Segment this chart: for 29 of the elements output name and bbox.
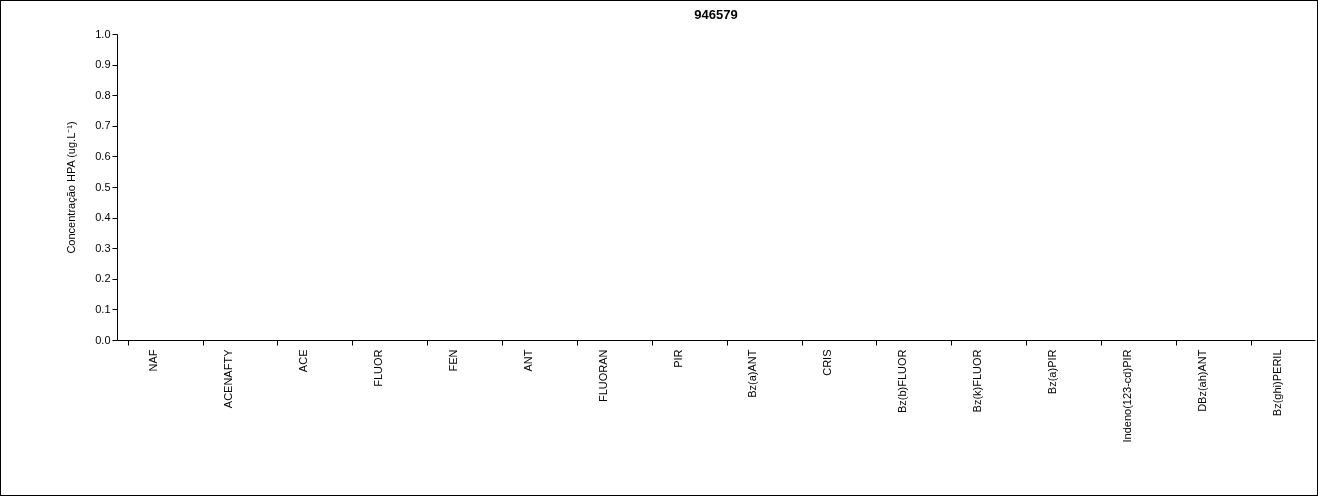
- x-tick-label: ACE: [297, 349, 310, 373]
- x-tick-label: FLUORAN: [596, 349, 609, 403]
- x-tick-label: ACENAFTY: [222, 348, 235, 409]
- y-tick-label: 0.7: [95, 119, 111, 132]
- y-tick-label: 1.0: [95, 27, 111, 40]
- y-tick-label: 0.1: [95, 302, 111, 315]
- x-tick-label: Bz(ghi)PERIL: [1270, 349, 1283, 417]
- y-tick-label: 0.3: [95, 241, 111, 254]
- x-tick-label: FLUOR: [372, 349, 385, 387]
- x-tick-label: CRIS: [821, 349, 834, 376]
- y-tick-label: 0.4: [95, 211, 111, 224]
- x-tick-label: PIR: [671, 349, 684, 368]
- x-tick-label: DBz(ah)ANT: [1195, 349, 1208, 412]
- y-tick-label: 0.6: [95, 149, 111, 162]
- x-tick-label: Indeno(123-cd)PIR: [1120, 349, 1133, 443]
- y-axis-title: Concentração HPA (ug.L⁻¹): [65, 121, 78, 254]
- y-tick-label: 0.0: [95, 333, 111, 346]
- chart-title: 946579: [694, 7, 738, 22]
- x-tick-label: FEN: [446, 349, 459, 372]
- x-tick-label: Bz(b)FLUOR: [896, 349, 909, 414]
- y-tick-label: 0.2: [95, 272, 111, 285]
- y-tick-label: 0.5: [95, 180, 111, 193]
- y-tick-label: 0.8: [95, 88, 111, 101]
- x-tick-label: Bz(a)PIR: [1045, 349, 1058, 395]
- x-tick-label: NAF: [147, 349, 160, 372]
- x-tick-label: ANT: [521, 349, 534, 372]
- x-tick-label: Bz(k)FLUOR: [971, 349, 984, 413]
- y-tick-label: 0.9: [95, 58, 111, 71]
- x-tick-label: Bz(a)ANT: [746, 349, 759, 398]
